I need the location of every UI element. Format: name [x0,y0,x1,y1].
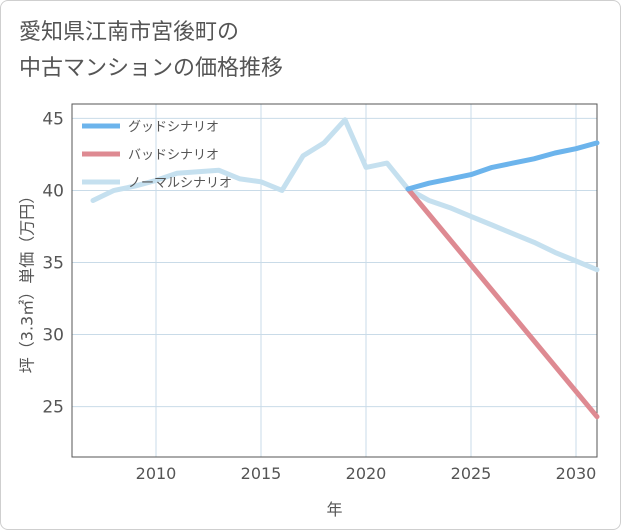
plot-area-frame [71,103,598,458]
y-tick-label-45: 45 [42,109,64,129]
x-tick-label-2020: 2020 [346,464,387,483]
x-tick-label-2025: 2025 [451,464,492,483]
series-layer [90,117,600,420]
y-tick-label-35: 35 [42,253,64,273]
series-line-bad [405,186,600,420]
y-tick-label-40: 40 [42,181,64,201]
chart-title-line-2: 中古マンションの価格推移 [19,56,284,81]
x-tick-label-2015: 2015 [241,464,282,483]
y-axis-label: 坪（3.3㎡）単価（万円） [18,188,37,373]
legend-label-bad: バッドシナリオ [128,148,219,163]
series-line-normal [90,117,600,273]
y-tick-label-25: 25 [42,398,64,418]
legend-label-normal: ノーマルシナリオ [128,176,232,191]
chart-title: 愛知県江南市宮後町の 中古マンションの価格推移 [19,15,283,87]
chart-title-line-1: 愛知県江南市宮後町の [19,20,240,45]
y-axis-tick-labels: 25 30 35 40 45 [42,109,64,417]
x-axis-tick-labels: 2010 2015 2020 2025 2030 [136,464,597,483]
x-tick-label-2030: 2030 [556,464,597,483]
y-tick-label-30: 30 [42,326,64,346]
x-tick-label-2010: 2010 [136,464,177,483]
x-axis-label: 年 [326,500,342,519]
legend-label-good: グッドシナリオ [128,120,219,135]
series-line-good [405,140,600,192]
